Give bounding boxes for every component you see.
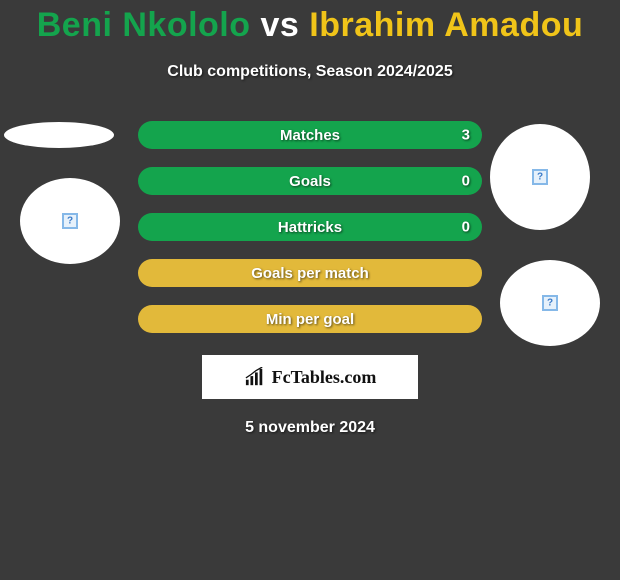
avatar-blob-top-right — [490, 124, 590, 230]
stat-value-right: 0 — [462, 173, 470, 190]
stat-value-right: 3 — [462, 127, 470, 144]
avatar-blob-top-left — [4, 122, 114, 148]
date-line: 5 november 2024 — [0, 419, 620, 437]
stat-label: Hattricks — [278, 219, 342, 236]
brand-text: FcTables.com — [272, 367, 377, 388]
stat-row-hattricks: Hattricks 0 — [138, 213, 482, 241]
placeholder-icon — [542, 295, 558, 311]
avatar-blob-bot-right — [500, 260, 600, 346]
placeholder-icon — [532, 169, 548, 185]
stat-row-goals: Goals 0 — [138, 167, 482, 195]
stat-value-right: 0 — [462, 219, 470, 236]
placeholder-icon — [62, 213, 78, 229]
stat-label: Goals — [289, 173, 331, 190]
stat-label: Matches — [280, 127, 340, 144]
stats-rows: Matches 3 Goals 0 Hattricks 0 Goals per … — [138, 121, 482, 333]
stat-row-matches: Matches 3 — [138, 121, 482, 149]
stat-row-min-per-goal: Min per goal — [138, 305, 482, 333]
page-title: Beni Nkololo vs Ibrahim Amadou — [0, 0, 620, 45]
stat-label: Min per goal — [266, 311, 354, 328]
title-player1: Beni Nkololo — [37, 6, 251, 44]
stat-row-goals-per-match: Goals per match — [138, 259, 482, 287]
title-vs: vs — [260, 6, 299, 44]
avatar-blob-mid-left — [20, 178, 120, 264]
stat-label: Goals per match — [251, 265, 369, 282]
title-player2: Ibrahim Amadou — [309, 6, 583, 44]
subtitle: Club competitions, Season 2024/2025 — [0, 63, 620, 81]
brand-chart-icon — [244, 367, 266, 387]
brand-box: FcTables.com — [202, 355, 418, 399]
